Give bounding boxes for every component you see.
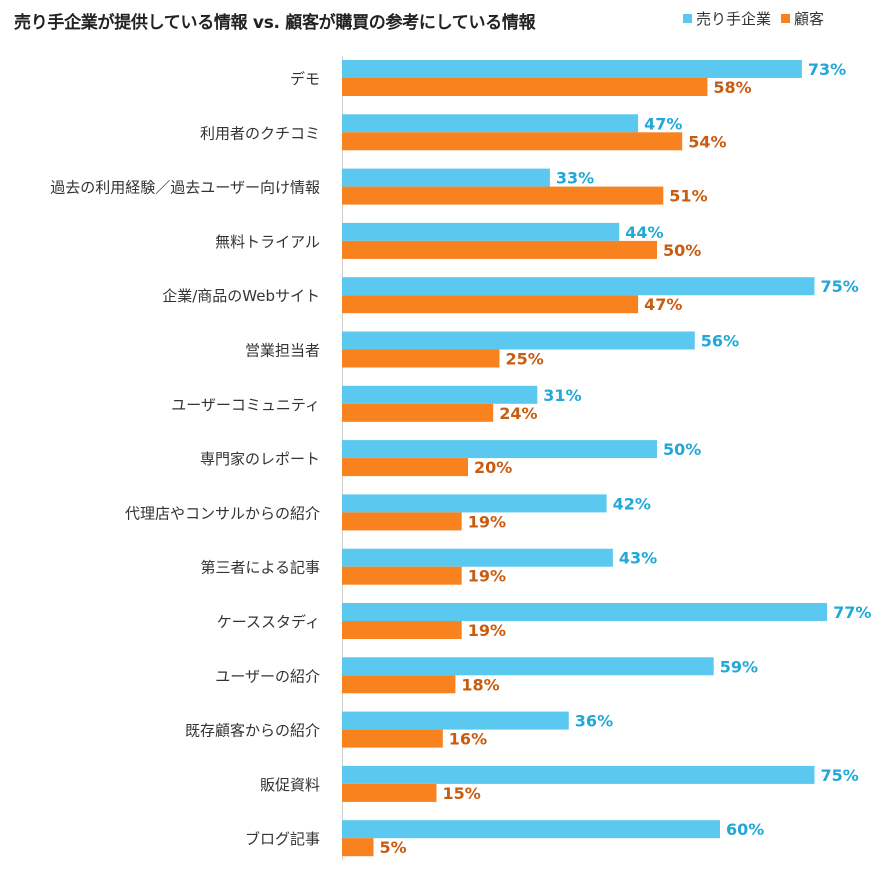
legend-item-seller: 売り手企業 xyxy=(683,8,771,29)
data-label-seller: 59% xyxy=(720,657,758,676)
data-label-customer: 24% xyxy=(499,404,537,423)
category-label: 販促資料 xyxy=(260,776,320,794)
category-label: 過去の利用経験／過去ユーザー向け情報 xyxy=(50,179,320,197)
data-label-seller: 44% xyxy=(625,223,663,242)
bar-seller xyxy=(342,494,607,513)
data-label-seller: 75% xyxy=(821,766,859,785)
chart-legend: 売り手企業 顧客 xyxy=(683,8,834,29)
bar-customer xyxy=(342,621,462,639)
bar-customer xyxy=(342,458,468,477)
category-label: ユーザーの紹介 xyxy=(215,667,320,685)
category-label: 企業/商品のWebサイト xyxy=(162,287,320,305)
category-label: 営業担当者 xyxy=(245,342,320,360)
category-label: 利用者のクチコミ xyxy=(200,124,320,142)
category-label: 無料トライアル xyxy=(215,233,320,251)
bar-seller xyxy=(342,168,550,187)
data-label-customer: 19% xyxy=(468,567,506,586)
category-label: 既存顧客からの紹介 xyxy=(185,722,320,740)
bar-customer xyxy=(342,403,494,422)
bar-seller xyxy=(342,440,657,459)
bar-customer xyxy=(342,78,708,96)
data-label-seller: 73% xyxy=(808,60,846,79)
bar-seller xyxy=(342,657,714,676)
category-label: 専門家のレポート xyxy=(200,450,320,468)
category-label: デモ xyxy=(290,70,320,88)
bar-customer xyxy=(342,132,683,151)
category-label: 第三者による記事 xyxy=(200,559,320,577)
data-label-seller: 43% xyxy=(619,549,657,568)
data-label-customer: 15% xyxy=(443,784,481,803)
data-label-customer: 18% xyxy=(461,675,499,694)
bar-customer xyxy=(342,295,639,314)
bar-seller xyxy=(342,820,720,839)
legend-swatch-customer xyxy=(781,14,791,23)
bar-seller xyxy=(342,114,639,133)
bar-customer xyxy=(342,729,443,748)
bar-seller xyxy=(342,385,538,404)
bar-seller xyxy=(342,548,613,567)
category-label: ブログ記事 xyxy=(245,830,320,848)
bar-seller xyxy=(342,711,569,730)
bar-seller xyxy=(342,765,815,784)
legend-swatch-seller xyxy=(683,14,692,23)
data-label-seller: 33% xyxy=(556,169,594,188)
bar-seller xyxy=(342,277,815,296)
bar-seller xyxy=(342,331,695,350)
chart-title: 売り手企業が提供している情報 vs. 顧客が購買の参考にしている情報 xyxy=(14,13,536,33)
category-label: 代理店やコンサルからの紹介 xyxy=(125,504,320,522)
category-label: ケーススタディ xyxy=(217,613,320,631)
legend-label-seller: 売り手企業 xyxy=(696,10,772,28)
data-label-customer: 47% xyxy=(644,295,682,314)
bar-customer xyxy=(342,838,374,857)
data-label-customer: 54% xyxy=(688,132,726,151)
data-label-customer: 5% xyxy=(380,838,407,857)
data-label-seller: 36% xyxy=(575,712,613,731)
legend-label-customer: 顧客 xyxy=(794,10,825,28)
legend-item-customer: 顧客 xyxy=(781,8,824,29)
data-label-customer: 16% xyxy=(449,730,487,749)
data-label-customer: 51% xyxy=(669,187,707,206)
data-label-customer: 20% xyxy=(474,458,512,477)
data-label-seller: 50% xyxy=(663,440,701,459)
bar-customer xyxy=(342,512,462,531)
data-label-customer: 19% xyxy=(468,621,506,640)
data-label-seller: 31% xyxy=(543,386,581,405)
bar-customer xyxy=(342,240,657,259)
category-label: ユーザーコミュニティ xyxy=(171,396,320,414)
bar-customer xyxy=(342,186,664,205)
bar-seller xyxy=(342,60,802,78)
data-label-seller: 60% xyxy=(726,820,764,839)
bar-customer xyxy=(342,783,437,802)
data-label-customer: 19% xyxy=(468,512,506,531)
data-label-customer: 58% xyxy=(713,78,751,97)
bar-seller xyxy=(342,222,620,241)
data-label-seller: 47% xyxy=(644,114,682,133)
data-label-seller: 56% xyxy=(701,332,739,351)
data-label-seller: 42% xyxy=(613,494,651,513)
bar-customer xyxy=(342,349,500,368)
data-label-seller: 75% xyxy=(821,277,859,296)
bar-customer xyxy=(342,566,462,585)
data-label-customer: 25% xyxy=(506,350,544,369)
bar-seller xyxy=(342,603,828,621)
data-label-customer: 50% xyxy=(663,241,701,260)
bar-customer xyxy=(342,675,456,694)
data-label-seller: 77% xyxy=(833,603,871,622)
